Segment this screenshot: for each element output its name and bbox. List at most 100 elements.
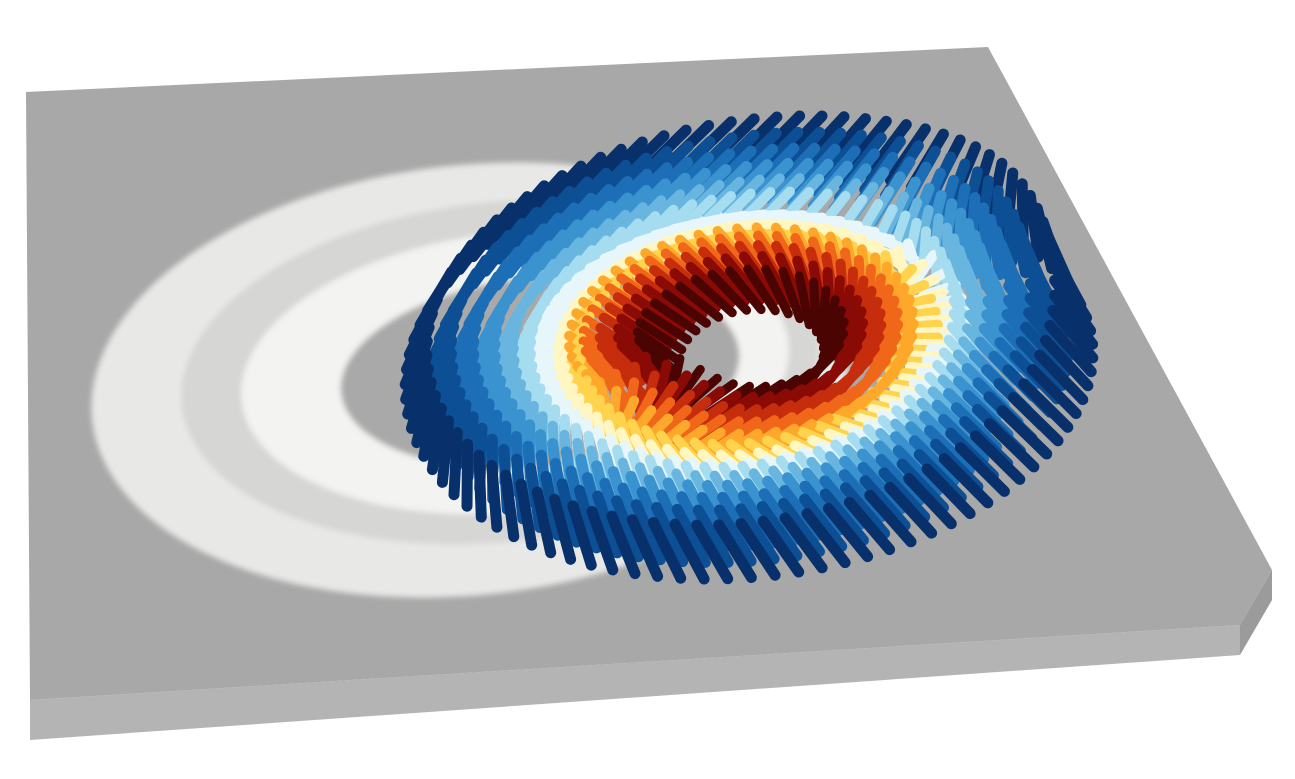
rod bbox=[515, 478, 538, 551]
rod bbox=[690, 274, 737, 318]
rod bbox=[1018, 378, 1074, 433]
slab-side-face bbox=[1240, 570, 1272, 655]
rod bbox=[878, 467, 931, 523]
rod bbox=[533, 300, 571, 332]
rod bbox=[574, 484, 602, 554]
rod bbox=[720, 253, 766, 305]
rod bbox=[738, 251, 780, 306]
rod bbox=[735, 518, 781, 581]
rod bbox=[924, 425, 975, 476]
rod bbox=[426, 402, 447, 476]
rod bbox=[592, 490, 623, 559]
rod bbox=[909, 435, 960, 487]
rod bbox=[857, 462, 907, 515]
rod bbox=[801, 508, 851, 569]
rod bbox=[605, 218, 643, 258]
rod bbox=[606, 510, 641, 580]
rod bbox=[669, 268, 721, 313]
rod bbox=[913, 339, 955, 350]
rod bbox=[661, 289, 711, 328]
rod bbox=[500, 469, 520, 543]
rod bbox=[714, 504, 757, 567]
rod bbox=[840, 482, 891, 539]
rod bbox=[586, 506, 619, 576]
rod bbox=[816, 129, 867, 186]
rod bbox=[761, 264, 793, 319]
rod bbox=[1001, 308, 1049, 363]
rod bbox=[669, 518, 710, 585]
rod bbox=[743, 264, 780, 316]
rod bbox=[779, 512, 828, 574]
rod bbox=[809, 277, 821, 337]
rod bbox=[692, 504, 734, 568]
rod bbox=[632, 327, 683, 365]
rod bbox=[525, 322, 560, 358]
rod bbox=[1026, 364, 1082, 419]
rod bbox=[486, 460, 503, 533]
rod bbox=[735, 503, 780, 565]
rod bbox=[724, 159, 773, 207]
rod bbox=[528, 311, 564, 345]
rod bbox=[448, 427, 463, 501]
rod bbox=[896, 197, 923, 251]
rod bbox=[654, 275, 708, 319]
rod bbox=[630, 499, 666, 566]
rod bbox=[892, 445, 943, 497]
rod bbox=[859, 475, 911, 531]
rod bbox=[641, 308, 693, 345]
rod bbox=[1024, 190, 1044, 263]
rod bbox=[630, 293, 686, 334]
rod bbox=[954, 442, 1010, 497]
rod bbox=[406, 363, 434, 434]
rod bbox=[622, 303, 678, 343]
rod bbox=[970, 430, 1026, 485]
rod bbox=[685, 261, 736, 309]
rod bbox=[914, 326, 957, 338]
rod bbox=[819, 488, 869, 546]
rod bbox=[402, 349, 433, 420]
rod bbox=[671, 503, 711, 568]
rod bbox=[622, 211, 661, 250]
rod bbox=[937, 374, 981, 417]
rod bbox=[473, 449, 487, 523]
rod bbox=[903, 473, 957, 530]
rod bbox=[1008, 392, 1064, 447]
rod bbox=[531, 486, 557, 559]
rod bbox=[515, 170, 568, 228]
rod bbox=[626, 514, 664, 582]
rod bbox=[778, 497, 825, 557]
rod bbox=[635, 317, 687, 355]
rod bbox=[713, 519, 757, 583]
rod bbox=[843, 496, 896, 556]
rod bbox=[962, 218, 980, 281]
rod bbox=[984, 418, 1040, 473]
rod bbox=[921, 463, 976, 520]
rod bbox=[778, 267, 805, 324]
rod bbox=[931, 399, 980, 447]
rod bbox=[651, 502, 689, 568]
rod bbox=[757, 515, 805, 578]
rod bbox=[702, 256, 751, 306]
rod bbox=[756, 501, 803, 562]
rod bbox=[549, 493, 577, 565]
rod bbox=[1040, 334, 1094, 392]
rod bbox=[799, 493, 848, 552]
rod bbox=[1034, 349, 1089, 406]
rod bbox=[938, 453, 994, 509]
rod bbox=[948, 233, 967, 289]
rod bbox=[418, 389, 441, 462]
rod bbox=[1000, 196, 1018, 268]
rod bbox=[589, 226, 627, 267]
rod bbox=[1020, 321, 1072, 378]
rod bbox=[411, 376, 437, 449]
rod bbox=[794, 271, 814, 330]
rod bbox=[1044, 320, 1097, 378]
rod bbox=[838, 469, 887, 523]
rod bbox=[822, 503, 874, 563]
rod bbox=[436, 415, 455, 488]
rod bbox=[1049, 289, 1099, 350]
slab-front-face bbox=[30, 625, 1240, 740]
rod bbox=[573, 218, 614, 263]
rod bbox=[725, 266, 766, 315]
